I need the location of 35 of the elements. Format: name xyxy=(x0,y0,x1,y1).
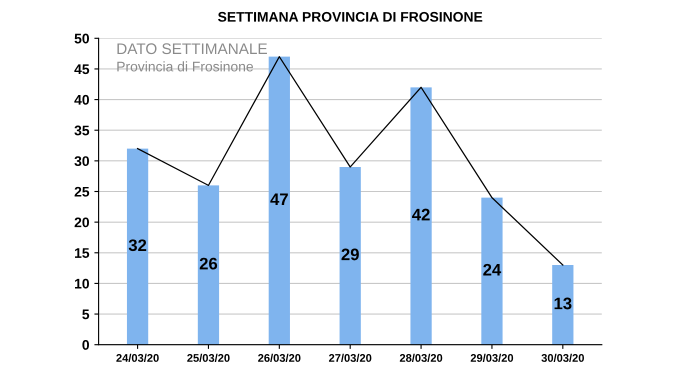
annotation: DATO SETTIMANALE xyxy=(117,43,267,54)
y-tick-label: 30 xyxy=(74,156,90,166)
y-tick-label: 15 xyxy=(75,248,90,258)
data-label: 32 xyxy=(128,239,146,252)
x-tick-label: 26/03/20 xyxy=(258,354,300,362)
y-tick-label: 10 xyxy=(75,278,90,289)
x-tick-label: 30/03/20 xyxy=(541,354,584,362)
bar xyxy=(552,265,574,345)
y-tick-label: 45 xyxy=(74,64,90,74)
chart-title: SETTIMANA PROVINCIA DI FROSINONE xyxy=(218,12,482,22)
data-label: 26 xyxy=(200,258,218,270)
data-label: 47 xyxy=(270,194,288,205)
x-tick-label: 24/03/20 xyxy=(116,354,159,362)
y-tick-label: 50 xyxy=(74,34,90,44)
bar xyxy=(481,198,503,345)
bar xyxy=(340,166,361,345)
y-tick-label: 35 xyxy=(74,126,90,136)
annotation: Provincia di Frosinone xyxy=(117,61,254,72)
y-tick-label: 20 xyxy=(74,217,90,228)
data-label: 13 xyxy=(554,298,572,310)
x-tick-label: 25/03/20 xyxy=(187,354,230,362)
y-tick-label: 25 xyxy=(74,186,90,197)
x-tick-label: 28/03/20 xyxy=(400,354,442,362)
data-label: 29 xyxy=(342,248,359,260)
bar xyxy=(126,148,148,345)
bar xyxy=(410,87,432,345)
bar xyxy=(268,56,290,345)
data-label: 24 xyxy=(483,264,502,276)
data-label: 42 xyxy=(412,208,430,220)
y-tick-label: 5 xyxy=(82,310,90,320)
y-tick-label: 0 xyxy=(82,340,90,350)
bar xyxy=(198,185,220,345)
x-tick-label: 27/03/20 xyxy=(328,354,372,362)
y-tick-label: 40 xyxy=(74,94,90,105)
x-tick-label: 29/03/20 xyxy=(470,354,514,362)
